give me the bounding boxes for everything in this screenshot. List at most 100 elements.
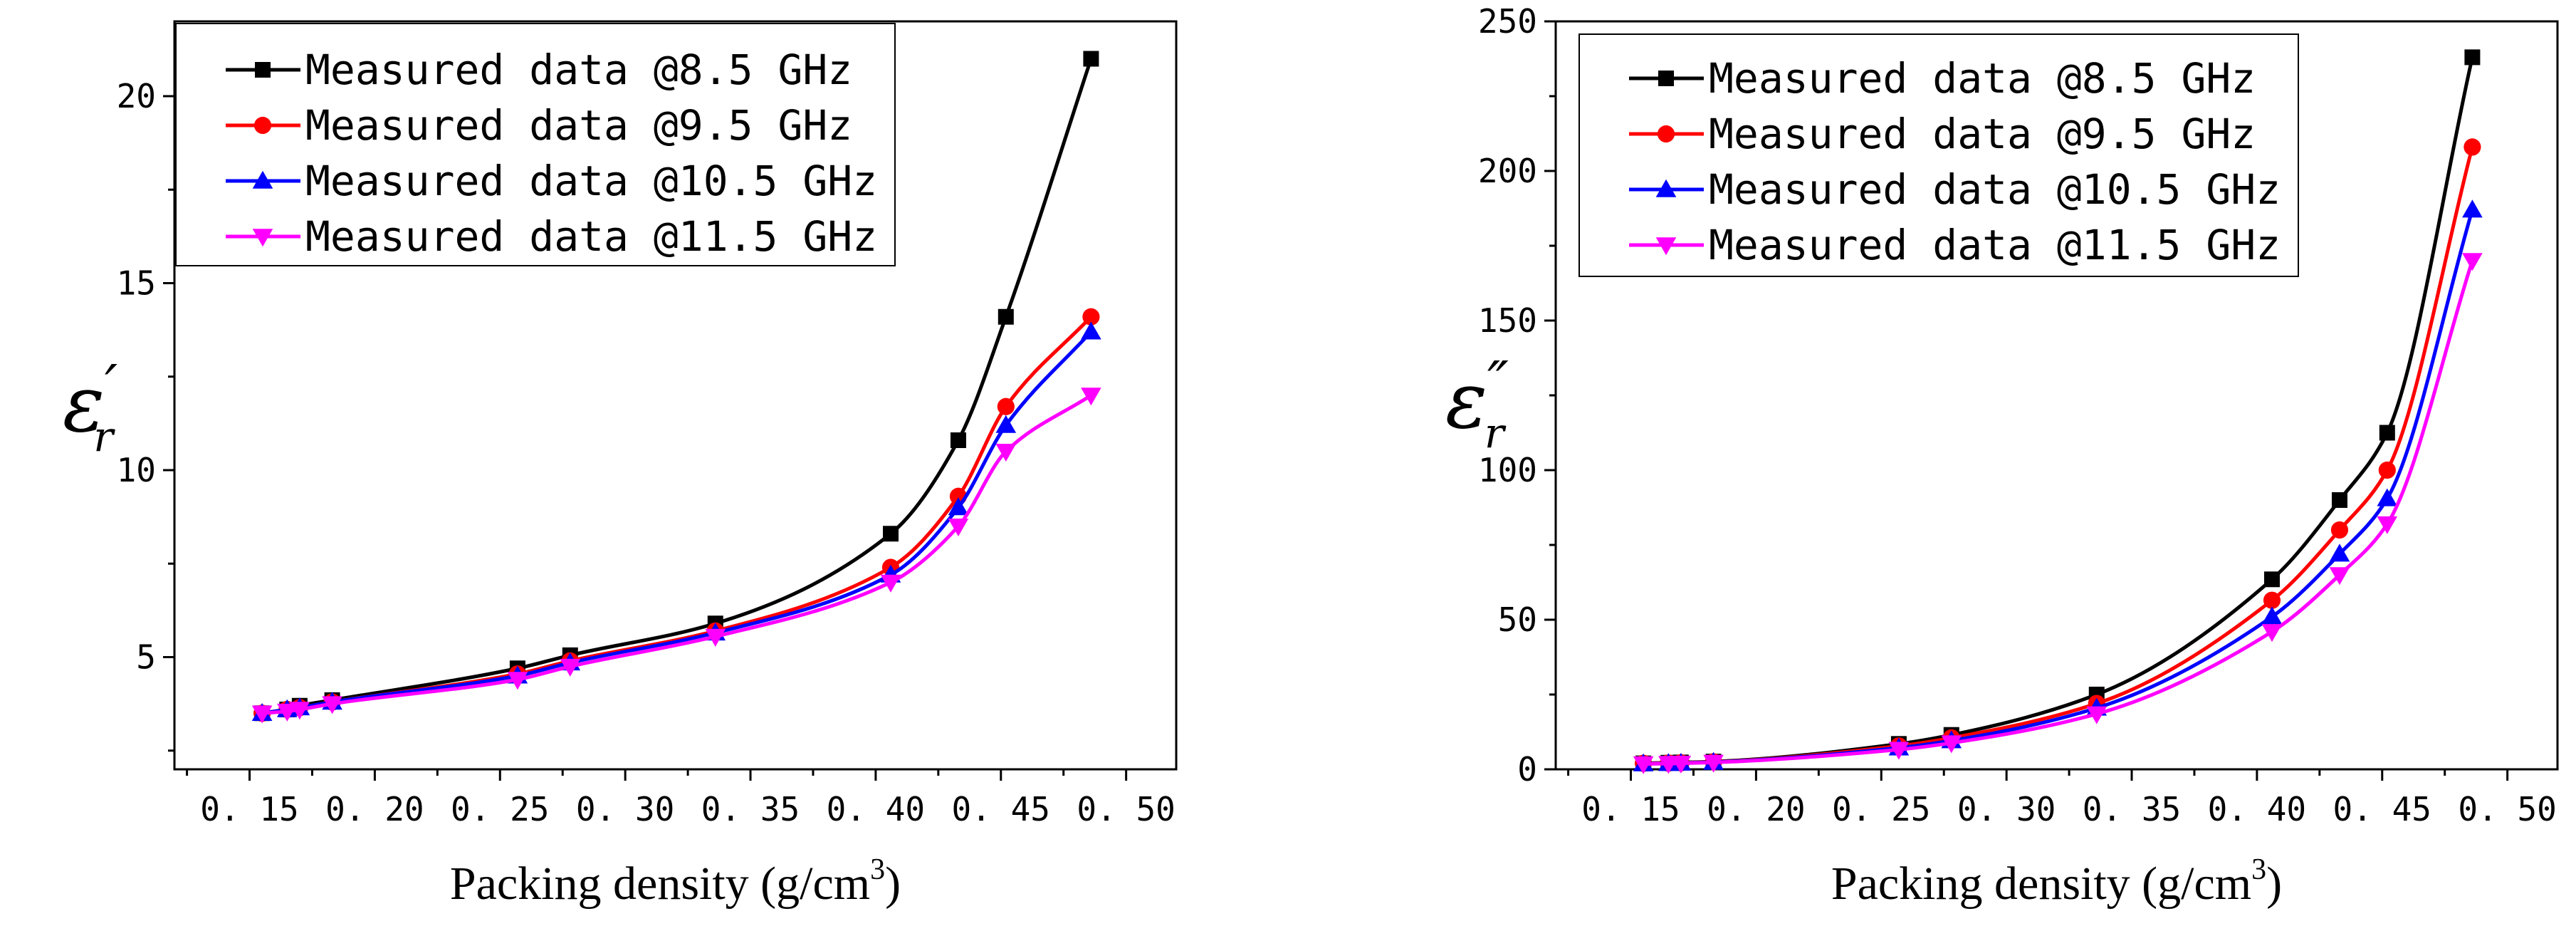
- x-axis-label-close: ): [885, 858, 901, 910]
- data-point: [880, 574, 901, 593]
- data-point: [507, 672, 528, 690]
- x-tick-label: 0. 20: [1707, 790, 1805, 828]
- series-line: [261, 331, 1093, 715]
- legend: Measured data @8.5 GHz Measured data @9.5…: [175, 23, 896, 266]
- y-axis-label-sub: r: [93, 412, 115, 461]
- legend-marker: [1655, 179, 1677, 197]
- data-point: [1888, 742, 1910, 760]
- y-tick-label: 15: [117, 264, 156, 303]
- x-tick-label: 0. 40: [827, 790, 925, 828]
- x-tick-label: 0. 15: [1581, 790, 1680, 828]
- series-3: [1633, 199, 2483, 771]
- x-tick-label: 0. 45: [2333, 790, 2431, 828]
- legend-item: Measured data @9.5 GHz: [1629, 110, 2256, 158]
- legend-marker: [252, 170, 273, 189]
- x-tick-label: 0. 25: [1832, 790, 1930, 828]
- legend-label: Measured data @8.5 GHz: [305, 46, 852, 94]
- data-point: [997, 397, 1015, 415]
- data-point: [1082, 308, 1100, 326]
- legend-marker: [1655, 237, 1677, 256]
- data-point: [2378, 461, 2396, 479]
- legend-marker: [253, 116, 272, 135]
- data-point: [289, 702, 310, 720]
- y-axis-label-symbol: ε: [63, 358, 105, 449]
- data-point: [2462, 253, 2483, 271]
- x-tick-label: 0. 25: [451, 790, 549, 828]
- legend-item: Measured data @8.5 GHz: [226, 46, 852, 94]
- y-axis-label-symbol: ε: [1445, 355, 1487, 446]
- series-2: [253, 308, 1100, 722]
- legend-item: Measured data @10.5 GHz: [226, 157, 877, 205]
- x-tick-label: 0. 30: [1957, 790, 2056, 828]
- legend-marker: [1657, 125, 1675, 143]
- series-line: [261, 393, 1092, 715]
- y-tick-label: 0: [1517, 750, 1537, 789]
- data-point: [2261, 624, 2283, 643]
- x-tick-label: 0. 35: [701, 790, 800, 828]
- x-tick-label: 0. 20: [325, 790, 424, 828]
- data-point: [251, 705, 273, 724]
- data-point: [2462, 199, 2483, 218]
- y-axis-label-sub: r: [1485, 409, 1507, 457]
- data-point: [2377, 516, 2398, 534]
- legend-item: Measured data @9.5 GHz: [226, 101, 852, 150]
- data-point: [883, 526, 899, 542]
- data-point: [2329, 567, 2350, 586]
- data-point: [995, 415, 1017, 433]
- legend-label: Measured data @10.5 GHz: [1709, 165, 2281, 214]
- data-point: [1081, 388, 1101, 406]
- data-point: [995, 444, 1017, 462]
- x-axis-label-main: Packing density (g/cm: [450, 858, 870, 910]
- data-point: [1081, 321, 1101, 340]
- legend: Measured data @8.5 GHz Measured data @9.5…: [1578, 33, 2299, 277]
- data-point: [1703, 754, 1724, 773]
- legend-box: [1578, 33, 2299, 277]
- legend-label: Measured data @8.5 GHz: [1709, 54, 2256, 103]
- legend-label: Measured data @10.5 GHz: [305, 157, 877, 205]
- data-point: [560, 658, 581, 677]
- series-line: [1643, 260, 2474, 766]
- data-point: [1941, 735, 1962, 754]
- data-point: [2086, 706, 2108, 724]
- x-tick-label: 0. 30: [576, 790, 674, 828]
- data-point: [2263, 591, 2281, 609]
- data-point: [2377, 488, 2398, 506]
- data-point: [705, 628, 726, 647]
- data-point: [2329, 544, 2350, 562]
- data-point: [1670, 755, 1692, 774]
- chart-panel-permittivity-real: 0. 15 0. 20 0. 25 0. 30 0. 35 0. 40 0. 45 0. 50…: [63, 20, 1178, 910]
- legend-item: Measured data @10.5 GHz: [1629, 165, 2281, 214]
- x-tick-label: 0. 15: [200, 790, 298, 828]
- data-point: [948, 519, 969, 537]
- y-tick-label: 100: [1478, 451, 1537, 489]
- y-tick-label: 50: [1498, 600, 1537, 639]
- series-3: [251, 321, 1101, 721]
- y-axis-label: ε″ r: [1445, 349, 1509, 457]
- series-4: [251, 388, 1101, 724]
- x-axis-label-close: ): [2266, 858, 2282, 910]
- x-axis-label: Packing density (g/cm3): [1831, 853, 2282, 910]
- y-tick-label: 250: [1478, 2, 1537, 41]
- y-axis-label-prime: ′: [105, 353, 117, 419]
- data-point: [948, 497, 969, 516]
- data-point: [1633, 756, 1654, 774]
- x-tick-label: 0. 40: [2208, 790, 2306, 828]
- data-point: [998, 308, 1014, 325]
- y-tick-label: 5: [136, 638, 156, 677]
- data-point: [2330, 521, 2349, 539]
- data-point: [2331, 492, 2347, 508]
- y-tick-label: 20: [117, 77, 156, 115]
- y-tick-label: 10: [117, 451, 156, 489]
- x-axis-label: Packing density (g/cm3): [450, 853, 901, 910]
- x-tick-label: 0. 50: [2458, 790, 2556, 828]
- plot-frame: [173, 20, 1178, 771]
- y-tick-label: 150: [1478, 301, 1537, 340]
- legend-marker: [255, 62, 271, 78]
- y-tick-label: 200: [1478, 152, 1537, 190]
- x-tick-label: 0. 35: [2083, 790, 2181, 828]
- data-point: [2379, 425, 2395, 441]
- series-4: [1633, 253, 2483, 774]
- legend-marker: [252, 229, 273, 247]
- data-point: [2464, 49, 2481, 66]
- data-point: [322, 696, 342, 714]
